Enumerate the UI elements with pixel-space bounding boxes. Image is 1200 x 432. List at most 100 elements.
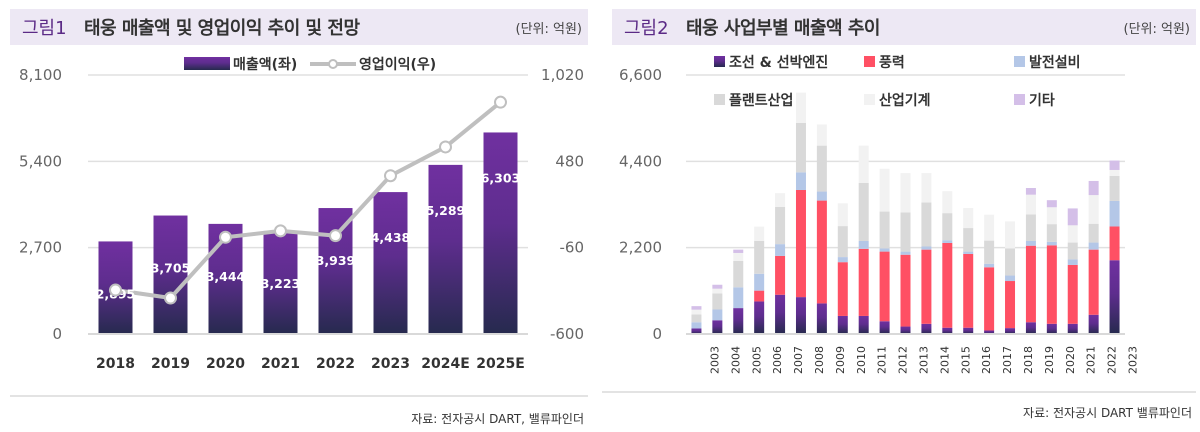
- segment-bar: [879, 248, 890, 252]
- segment-bar: [1067, 264, 1078, 324]
- y-right-tick-label: -60: [560, 239, 585, 257]
- legend-swatch: [714, 94, 725, 105]
- figure-1-divider: [10, 395, 588, 397]
- segment-bar: [795, 189, 806, 298]
- segment-bar: [733, 252, 744, 262]
- figure-2-divider: [602, 391, 1196, 393]
- revenue-data-label: 4,438: [371, 230, 411, 245]
- x-tick-label: 2005: [750, 346, 763, 374]
- segment-bar: [963, 228, 974, 252]
- segment-bar: [963, 208, 974, 229]
- operating-profit-marker: [384, 169, 397, 183]
- segment-bar: [1025, 322, 1036, 334]
- x-tick-label: 2020: [206, 356, 245, 372]
- segment-bar: [1005, 328, 1016, 334]
- revenue-data-label: 6,303: [481, 170, 521, 185]
- segment-bar: [733, 308, 744, 334]
- operating-profit-marker: [219, 230, 232, 244]
- segment-bar: [691, 314, 702, 323]
- y-tick-label: 2,200: [619, 239, 662, 257]
- x-tick-label: 2021: [261, 356, 300, 372]
- segment-bar: [775, 294, 786, 334]
- segment-bar: [712, 293, 723, 310]
- legend-label: 풍력: [879, 55, 905, 71]
- segment-bar: [837, 226, 848, 258]
- segment-bar: [879, 211, 890, 249]
- segment-bar: [1088, 180, 1099, 196]
- x-tick-label: 2011: [876, 346, 889, 374]
- figure-2-unit: (단위: 억원): [1123, 21, 1191, 37]
- y-tick-label: 4,400: [619, 152, 662, 170]
- revenue-bar: [153, 215, 188, 334]
- segment-bar: [754, 226, 765, 241]
- segment-bar: [1025, 245, 1036, 323]
- x-tick-label: 2022: [316, 356, 355, 372]
- segment-bar: [1109, 169, 1120, 176]
- legend-swatch: [1014, 56, 1025, 67]
- x-tick-label: 2018: [96, 356, 135, 372]
- segment-bar: [795, 122, 806, 173]
- segment-bar: [963, 327, 974, 334]
- segment-bar: [795, 297, 806, 334]
- legend-swatch: [714, 56, 725, 67]
- segment-bar: [984, 330, 995, 334]
- operating-profit-marker: [109, 283, 122, 297]
- segment-bar: [942, 327, 953, 334]
- segment-bar: [942, 240, 953, 243]
- figure-1-title: 태웅 매출액 및 영업이익 추이 및 전망: [84, 18, 360, 39]
- segment-bar: [879, 251, 890, 322]
- x-tick-label: 2013: [918, 346, 931, 374]
- segment-bar: [921, 323, 932, 334]
- y-tick-label: 6,600: [619, 66, 662, 84]
- segment-bar: [1025, 240, 1036, 246]
- x-tick-label: 2014: [938, 346, 951, 374]
- figure-1-source: 자료: 전자공시 DART, 밸류파인더: [411, 412, 584, 426]
- segment-bar: [691, 309, 702, 315]
- segment-bar: [1046, 323, 1057, 334]
- segment-bar: [879, 321, 890, 334]
- segment-bar: [984, 267, 995, 331]
- segment-bar: [900, 173, 911, 213]
- legend-swatch: [864, 56, 875, 67]
- segment-bar: [775, 206, 786, 245]
- segment-bar: [712, 309, 723, 321]
- x-tick-label: 2025E: [476, 356, 525, 372]
- segment-bar: [1067, 242, 1078, 260]
- y-left-tick-label: 5,400: [19, 152, 62, 170]
- revenue-data-label: 3,444: [206, 269, 246, 284]
- x-tick-label: 2006: [771, 346, 784, 374]
- segment-bar: [921, 249, 932, 324]
- x-tick-label: 2008: [813, 346, 826, 374]
- segment-bar: [775, 244, 786, 256]
- segment-bar: [1005, 221, 1016, 249]
- segment-bar: [1046, 224, 1057, 242]
- y-right-tick-label: -600: [550, 325, 584, 343]
- segment-bar: [1109, 260, 1120, 334]
- x-tick-label: 2016: [980, 346, 993, 374]
- segment-bar: [1109, 160, 1120, 170]
- segment-bar: [858, 182, 869, 241]
- segment-bar: [858, 248, 869, 316]
- revenue-bar: [373, 192, 408, 334]
- segment-bar: [775, 255, 786, 295]
- x-tick-label: 2003: [708, 346, 721, 374]
- segment-bar: [963, 251, 974, 254]
- x-tick-label: 2009: [834, 346, 847, 374]
- segment-bar: [816, 200, 827, 304]
- segment-bar: [837, 203, 848, 227]
- x-tick-label: 2007: [792, 346, 805, 374]
- y-tick-label: 0: [652, 325, 662, 343]
- revenue-data-label: 3,939: [316, 253, 356, 268]
- segment-bar: [1109, 226, 1120, 261]
- segment-bar: [1088, 195, 1099, 224]
- operating-profit-line: [115, 100, 502, 301]
- revenue-bar: [263, 230, 298, 334]
- segment-bar: [942, 191, 953, 214]
- legend-swatch: [864, 94, 875, 105]
- legend-label: 조선 & 선박엔진: [729, 54, 828, 71]
- revenue-bar: [318, 208, 353, 334]
- segment-bar: [900, 254, 911, 327]
- segment-bar: [942, 213, 953, 241]
- segment-bar: [1088, 242, 1099, 250]
- segment-bar: [984, 214, 995, 241]
